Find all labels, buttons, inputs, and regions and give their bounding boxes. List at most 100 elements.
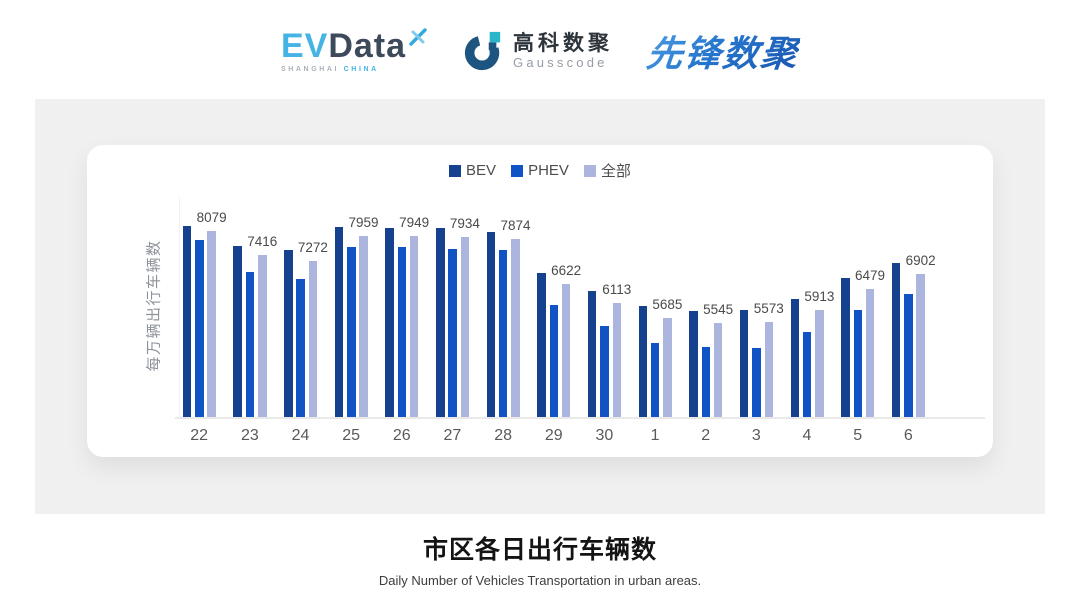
data-label-23: 7416 xyxy=(247,234,278,250)
bar-BEV-30 xyxy=(587,291,597,417)
evdata-tagline-shanghai: SHANGHAI xyxy=(280,66,340,73)
bar-全部-27 xyxy=(460,236,470,417)
bar-BEV-29 xyxy=(537,273,546,417)
data-label-28: 7874 xyxy=(500,217,531,233)
legend-item-全部[interactable]: 全部 xyxy=(583,160,631,181)
gausscode-g-icon xyxy=(464,31,501,71)
gausscode-en-text: Gausscode xyxy=(513,54,608,70)
data-label-5: 6479 xyxy=(855,268,886,284)
bar-BEV-25 xyxy=(334,227,344,417)
data-label-6: 6902 xyxy=(905,253,936,268)
evdata-ev-text: EV xyxy=(280,27,329,65)
data-label-1: 5685 xyxy=(652,297,683,312)
bar-PHEV-3 xyxy=(752,347,761,417)
bar-全部-1 xyxy=(663,318,672,417)
bar-PHEV-5 xyxy=(853,309,862,417)
x-tick-27: 27 xyxy=(443,427,462,444)
bar-PHEV-6 xyxy=(904,294,913,417)
legend-label: 全部 xyxy=(600,163,631,180)
bar-PHEV-24 xyxy=(296,279,305,417)
x-tick-24: 24 xyxy=(291,427,310,444)
x-tick-25: 25 xyxy=(342,427,361,444)
legend-item-BEV[interactable]: BEV xyxy=(449,162,496,179)
data-label-25: 7959 xyxy=(348,214,379,230)
legend-item-PHEV[interactable]: PHEV xyxy=(511,162,569,179)
x-tick-5: 5 xyxy=(853,427,863,444)
bar-全部-25 xyxy=(359,235,368,417)
x-tick-22: 22 xyxy=(190,427,209,444)
evdata-star-icon xyxy=(409,28,427,46)
legend-swatch-icon xyxy=(449,164,462,177)
data-label-22: 8079 xyxy=(196,210,227,226)
bar-PHEV-22 xyxy=(195,239,204,417)
legend-swatch-icon xyxy=(583,164,596,177)
bar-PHEV-2 xyxy=(701,347,711,417)
bar-全部-24 xyxy=(308,260,318,417)
x-tick-26: 26 xyxy=(392,427,411,444)
bar-全部-4 xyxy=(815,309,824,417)
evdata-tagline: SHANGHAI CHINA xyxy=(281,66,379,73)
legend-label: BEV xyxy=(466,162,497,179)
x-tick-23: 23 xyxy=(240,427,259,444)
bar-PHEV-29 xyxy=(549,304,559,417)
bar-全部-6 xyxy=(916,274,925,417)
bar-全部-3 xyxy=(764,322,773,417)
x-tick-1: 1 xyxy=(650,427,660,444)
chart-plot: 8079 22 7416 23 7272 24 7959 25 7949 26 7934 27 7874… xyxy=(87,145,993,457)
bar-PHEV-26 xyxy=(397,247,407,417)
legend-label: PHEV xyxy=(528,162,569,179)
bar-全部-26 xyxy=(409,236,419,417)
bar-PHEV-23 xyxy=(245,271,255,417)
bar-全部-5 xyxy=(865,289,875,417)
data-label-29: 6622 xyxy=(551,263,582,279)
bar-BEV-3 xyxy=(739,309,749,417)
bar-全部-28 xyxy=(511,238,520,417)
x-tick-6: 6 xyxy=(903,427,913,444)
header-logo-bar: EV Data SHANGHAI CHINA 高科数聚 Gausscode xyxy=(0,16,1080,86)
data-label-26: 7949 xyxy=(399,215,430,231)
gausscode-cn-text: 高科数聚 xyxy=(513,31,614,55)
bar-BEV-2 xyxy=(689,310,698,417)
data-label-30: 6113 xyxy=(602,281,632,297)
x-tick-2: 2 xyxy=(701,427,711,444)
data-label-24: 7272 xyxy=(297,239,328,255)
data-label-27: 7934 xyxy=(449,215,480,231)
bar-全部-30 xyxy=(612,302,622,417)
bar-BEV-22 xyxy=(182,225,192,417)
bar-BEV-6 xyxy=(891,262,901,417)
bar-BEV-24 xyxy=(284,249,293,417)
bar-全部-23 xyxy=(258,255,267,417)
bar-BEV-28 xyxy=(486,232,496,417)
bar-BEV-26 xyxy=(385,228,394,417)
bar-全部-2 xyxy=(713,323,723,417)
evdata-logo: EV Data SHANGHAI CHINA xyxy=(280,27,428,73)
x-tick-28: 28 xyxy=(494,427,512,444)
bar-BEV-27 xyxy=(436,228,445,417)
chart-title: 市区各日出行车辆数 xyxy=(422,536,657,564)
xianfeng-logo: 先锋数聚 xyxy=(644,25,801,77)
x-tick-30: 30 xyxy=(595,427,614,444)
bar-BEV-1 xyxy=(638,305,648,417)
chart-panel: BEV PHEV 全部 每万辆出行车辆数 8079 22 7416 23 7272 24 795… xyxy=(35,99,1045,514)
evdata-data-text: Data xyxy=(328,27,407,65)
x-tick-29: 29 xyxy=(544,427,563,444)
gausscode-logo: 高科数聚 Gausscode xyxy=(462,30,613,72)
chart-card: BEV PHEV 全部 每万辆出行车辆数 8079 22 7416 23 7272 24 795… xyxy=(87,145,993,457)
chart-legend: BEV PHEV 全部 xyxy=(87,160,993,181)
x-axis-line xyxy=(175,417,985,419)
chart-subtitle: Daily Number of Vehicles Transportation … xyxy=(378,573,702,588)
bar-BEV-5 xyxy=(841,278,850,417)
data-label-3: 5573 xyxy=(753,301,784,317)
chart-caption: 市区各日出行车辆数 Daily Number of Vehicles Trans… xyxy=(0,530,1080,588)
data-label-4: 5913 xyxy=(804,288,835,304)
y-axis-line xyxy=(179,197,180,417)
bar-全部-29 xyxy=(561,284,571,417)
bar-PHEV-30 xyxy=(600,325,609,417)
bar-BEV-4 xyxy=(790,299,800,417)
bar-全部-22 xyxy=(207,231,216,417)
evdata-tagline-china: CHINA xyxy=(343,66,379,73)
x-tick-3: 3 xyxy=(751,427,761,444)
bar-PHEV-27 xyxy=(448,248,457,417)
bar-PHEV-25 xyxy=(347,246,356,417)
